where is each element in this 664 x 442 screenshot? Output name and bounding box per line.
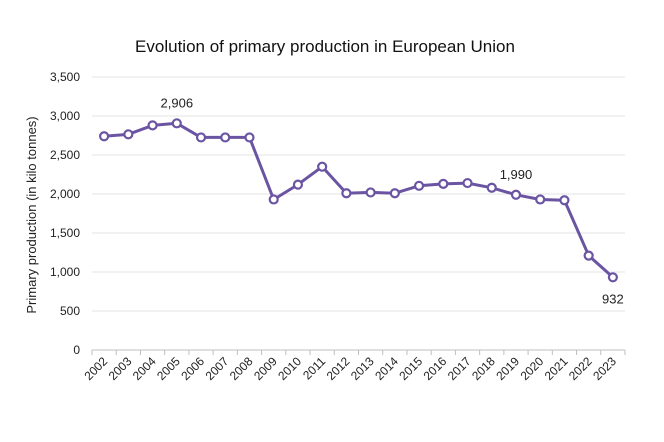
data-point	[268, 194, 279, 205]
y-tick-label: 500	[60, 304, 80, 318]
data-point	[292, 179, 304, 190]
x-tick-label: 2022	[566, 354, 595, 383]
chart-title: Evolution of primary production in Europ…	[135, 37, 515, 56]
x-tick-label: 2023	[590, 354, 619, 383]
x-tick-label: 2007	[203, 354, 232, 383]
y-tick-label: 2,000	[50, 187, 80, 201]
x-tick-label: 2003	[106, 354, 135, 383]
data-point	[535, 194, 546, 205]
x-tick-label: 2005	[154, 354, 183, 383]
x-tick-label: 2013	[348, 354, 377, 383]
x-tick-label: 2010	[275, 354, 304, 383]
data-point	[365, 187, 376, 198]
data-point	[171, 118, 182, 129]
data-point	[123, 129, 134, 140]
x-tick-label: 2020	[518, 354, 547, 383]
data-point	[559, 195, 570, 206]
data-point	[438, 178, 449, 189]
x-tick-label: 2009	[251, 354, 280, 383]
y-tick-label: 3,500	[50, 70, 80, 84]
data-point	[413, 180, 425, 191]
x-tick-label: 2006	[178, 354, 207, 383]
data-point	[317, 161, 328, 172]
x-tick-label: 2014	[372, 354, 401, 383]
series-line	[103, 121, 614, 279]
x-tick-label: 2018	[469, 354, 498, 383]
x-tick-label: 2011	[300, 354, 328, 382]
data-points	[99, 118, 618, 283]
y-tick-label: 1,000	[50, 265, 80, 279]
y-tick-label: 2,500	[50, 148, 80, 162]
x-tick-label: 2002	[81, 354, 110, 383]
data-point	[341, 188, 352, 199]
series-line-layer	[103, 121, 614, 279]
x-tick-label: 2012	[324, 354, 353, 383]
data-labels: 2,906 1,990 932	[161, 95, 624, 306]
data-point	[510, 189, 522, 200]
gridlines	[92, 76, 625, 312]
x-tick-label: 2016	[421, 354, 450, 383]
axes: 05001,0001,5002,0002,5003,0003,500200220…	[50, 70, 626, 383]
y-tick-label: 0	[73, 343, 80, 357]
data-point	[195, 132, 207, 143]
y-tick-label: 1,500	[50, 226, 80, 240]
x-tick-label: 2017	[445, 354, 474, 383]
data-point	[389, 188, 400, 199]
x-tick-label: 2008	[227, 354, 256, 383]
y-axis-title: Primary production (in kilo tonnes)	[24, 116, 39, 313]
data-label: 2,906	[161, 95, 194, 110]
data-point	[244, 132, 255, 143]
x-tick-label: 2004	[130, 354, 159, 383]
data-point	[486, 182, 497, 193]
data-point	[462, 177, 473, 189]
data-point	[583, 250, 594, 261]
x-tick-label: 2021	[542, 354, 571, 383]
data-point	[607, 272, 618, 283]
data-label: 932	[602, 291, 624, 306]
data-label: 1,990	[500, 167, 533, 182]
data-point	[99, 131, 110, 142]
x-tick-label: 2015	[396, 354, 425, 383]
x-tick-label: 2019	[493, 354, 522, 383]
y-tick-label: 3,000	[50, 109, 80, 123]
data-point	[220, 132, 231, 143]
data-point	[147, 120, 158, 131]
